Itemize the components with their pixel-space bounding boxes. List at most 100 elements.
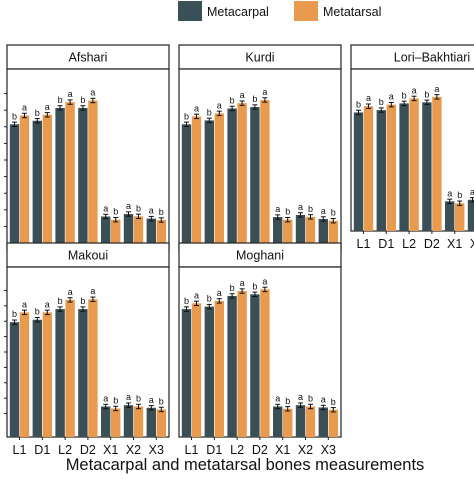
significance-letter: b (58, 95, 63, 105)
significance-letter: b (379, 97, 384, 107)
bar-metatarsal-l2 (65, 102, 75, 251)
bar-metatarsal-x1 (455, 203, 465, 231)
significance-letter: b (184, 111, 189, 121)
bar-metatarsal-d2 (88, 299, 98, 437)
x-tick-label: X2 (298, 443, 313, 457)
significance-letter: b (424, 89, 429, 99)
bar-metacarpal-l1 (9, 124, 20, 251)
bar-metacarpal-d2 (250, 107, 260, 251)
significance-letter: a (447, 188, 452, 198)
significance-letter: b (80, 95, 85, 105)
bar-metatarsal-l2 (237, 291, 247, 437)
bar-metacarpal-x2 (467, 199, 474, 231)
x-tick-label: L1 (185, 443, 199, 457)
significance-letter: b (230, 283, 235, 293)
significance-letter: b (58, 296, 63, 306)
significance-letter: a (45, 102, 50, 112)
significance-letter: b (252, 94, 257, 104)
bar-metatarsal-d2 (432, 96, 442, 231)
significance-letter: b (285, 396, 290, 406)
significance-letter: a (149, 395, 154, 405)
significance-letter: a (90, 88, 95, 98)
significance-letter: a (22, 102, 27, 112)
significance-letter: a (217, 288, 222, 298)
bar-metatarsal-d1 (386, 104, 396, 231)
significance-letter: a (366, 93, 371, 103)
significance-letter: b (457, 190, 462, 200)
bar-metacarpal-l2 (399, 103, 409, 231)
x-tick-label: L2 (58, 443, 72, 457)
significance-letter: b (80, 296, 85, 306)
bar-metatarsal-l1 (191, 116, 202, 251)
x-tick-label: D2 (252, 443, 268, 457)
bar-metatarsal-l2 (237, 103, 247, 251)
x-tick-label: X2 (126, 443, 141, 457)
significance-letter: b (184, 296, 189, 306)
bar-metacarpal-x1 (273, 406, 283, 437)
bar-metacarpal-x3 (318, 407, 328, 437)
x-tick-label: D1 (34, 443, 50, 457)
significance-letter: a (240, 90, 245, 100)
x-tick-label: X3 (149, 443, 164, 457)
significance-letter: a (321, 394, 326, 404)
significance-letter: b (230, 95, 235, 105)
facet-title: Kurdi (245, 51, 274, 65)
significance-letter: b (252, 281, 257, 291)
significance-letter: a (262, 87, 267, 97)
bar-metatarsal-d2 (260, 99, 270, 251)
legend: Metacarpal Metatarsal (178, 1, 381, 21)
bar-metacarpal-x2 (295, 214, 306, 251)
bar-metatarsal-d1 (42, 312, 52, 437)
legend-swatch-metacarpal (178, 1, 202, 21)
facet-title: Afshari (69, 51, 108, 65)
bar-metacarpal-x2 (123, 405, 134, 437)
bar-metacarpal-d2 (78, 107, 88, 251)
bar-metatarsal-x1 (283, 408, 293, 437)
significance-letter: b (113, 395, 118, 405)
facet-title: Makoui (68, 249, 108, 263)
plot-area (178, 68, 342, 252)
bar-metacarpal-x1 (445, 201, 455, 231)
bar-metacarpal-d1 (204, 120, 214, 252)
facet-strip (178, 44, 342, 70)
facet-title: Moghani (236, 249, 284, 263)
bar-metatarsal-x3 (156, 220, 166, 251)
bar-metacarpal-d1 (32, 319, 42, 437)
significance-letter: a (275, 393, 280, 403)
significance-letter: b (159, 207, 164, 217)
significance-letter: b (207, 107, 212, 117)
x-tick-label: D1 (206, 443, 222, 457)
significance-letter: b (12, 309, 17, 319)
significance-letter: a (275, 204, 280, 214)
significance-letter: b (331, 397, 336, 407)
legend-swatch-metatarsal (294, 1, 318, 21)
significance-letter: a (240, 278, 245, 288)
significance-letter: a (389, 92, 394, 102)
x-tick-label: L1 (13, 443, 27, 457)
x-tick-label: X2 (470, 237, 474, 251)
bar-metacarpal-d2 (78, 309, 88, 437)
x-axis-title: Metacarpal and metatarsal bones measurem… (66, 456, 425, 474)
significance-letter: a (298, 202, 303, 212)
bar-metacarpal-d1 (376, 110, 386, 231)
bar-metacarpal-x3 (146, 407, 156, 437)
x-tick-label: L2 (230, 443, 244, 457)
significance-letter: b (285, 207, 290, 217)
significance-letter: b (35, 108, 40, 118)
bar-metatarsal-x1 (111, 408, 121, 437)
significance-letter: b (35, 307, 40, 317)
x-tick-label: X1 (103, 443, 118, 457)
significance-letter: a (126, 201, 131, 211)
significance-letter: a (126, 392, 131, 402)
significance-letter: a (103, 393, 108, 403)
significance-letter: a (45, 299, 50, 309)
legend-label-metacarpal: Metacarpal (207, 5, 269, 19)
plot-area (6, 266, 170, 438)
bar-metacarpal-x1 (273, 217, 283, 251)
bar-metatarsal-d1 (214, 300, 224, 437)
bar-metacarpal-x2 (123, 214, 134, 251)
bar-metacarpal-x3 (318, 218, 328, 251)
significance-letter: b (136, 203, 141, 213)
